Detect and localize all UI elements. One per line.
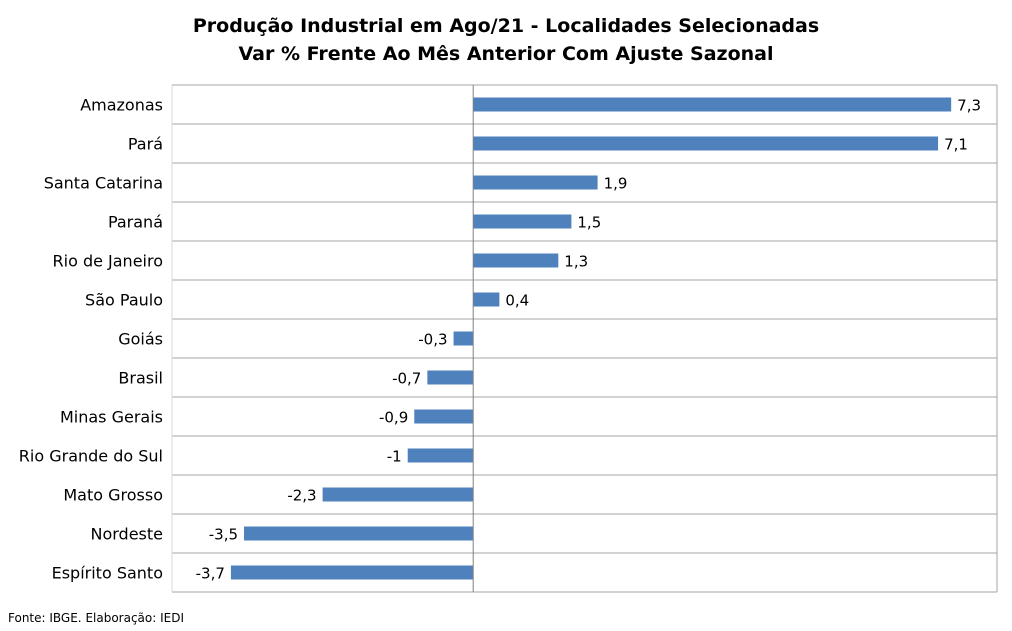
data-label: -3,5: [209, 526, 238, 544]
category-label: Minas Gerais: [60, 408, 163, 427]
category-label: Santa Catarina: [44, 174, 163, 193]
category-label: Goiás: [118, 330, 163, 349]
chart-title-block: Produção Industrial em Ago/21 - Localida…: [0, 12, 1012, 68]
bar: [453, 331, 474, 346]
bar: [322, 487, 474, 502]
category-label: Espírito Santo: [52, 564, 163, 583]
bar: [244, 526, 474, 541]
data-label: 1,5: [577, 214, 601, 232]
category-label: Mato Grosso: [63, 486, 163, 505]
data-label: 1,9: [604, 175, 628, 193]
category-label: Amazonas: [80, 96, 163, 115]
category-label: Brasil: [118, 369, 163, 388]
data-label: 7,1: [944, 136, 968, 154]
chart-subtitle: Var % Frente Ao Mês Anterior Com Ajuste …: [238, 43, 774, 65]
bar: [427, 370, 474, 385]
data-label: 0,4: [505, 292, 529, 310]
data-label: -3,7: [196, 565, 225, 583]
category-label: Pará: [128, 135, 163, 154]
bar: [407, 448, 474, 463]
bar: [230, 565, 474, 580]
bar: [473, 175, 598, 190]
bar: [414, 409, 474, 424]
data-label: -1: [387, 448, 402, 466]
bar: [473, 214, 572, 229]
category-label: São Paulo: [85, 291, 163, 310]
chart-title: Produção Industrial em Ago/21 - Localida…: [192, 15, 820, 37]
data-label: 1,3: [564, 253, 588, 271]
category-label: Rio Grande do Sul: [19, 447, 163, 466]
data-label: -0,3: [418, 331, 447, 349]
data-label: 7,3: [957, 97, 981, 115]
data-label: -2,3: [287, 487, 316, 505]
bar: [473, 292, 500, 307]
data-label: -0,7: [392, 370, 421, 388]
category-label: Paraná: [108, 213, 163, 232]
bar: [473, 136, 939, 151]
category-label: Nordeste: [90, 525, 163, 544]
bar: [473, 253, 559, 268]
data-label: -0,9: [379, 409, 408, 427]
bar: [473, 97, 952, 112]
source-footer: Fonte: IBGE. Elaboração: IEDI: [8, 611, 185, 625]
category-label: Rio de Janeiro: [53, 252, 164, 271]
